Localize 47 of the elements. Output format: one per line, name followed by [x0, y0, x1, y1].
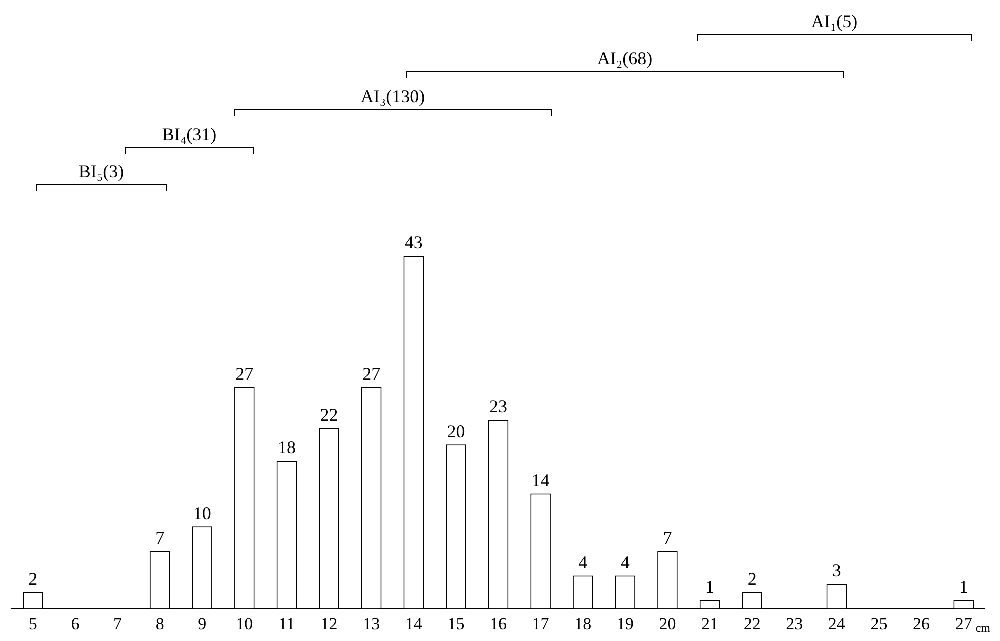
x-tick-label: 12: [320, 614, 338, 634]
x-tick-label: 11: [278, 614, 296, 634]
x-tick-label: 21: [702, 614, 719, 634]
x-tick-label: 24: [828, 614, 846, 634]
data-label: 4: [578, 552, 588, 573]
x-tick-label: 22: [744, 614, 761, 634]
x-tick-label: 6: [71, 614, 80, 634]
x-tick-label: 9: [198, 614, 207, 634]
data-label: 10: [193, 503, 212, 524]
data-label: 43: [404, 232, 423, 253]
x-tick-label: 20: [659, 614, 676, 634]
x-tick-label: 16: [490, 614, 507, 634]
x-tick-label: 18: [574, 614, 592, 634]
text: AI₂(68): [597, 48, 653, 69]
x-tick-label: 10: [236, 614, 254, 634]
data-label: 27: [362, 364, 381, 384]
data-label: 4: [620, 552, 630, 573]
x-tick-label: 8: [156, 614, 164, 634]
data-label: 22: [320, 404, 338, 425]
x-tick-label: 5: [28, 614, 38, 634]
x-tick-label: 19: [616, 614, 634, 634]
x-tick-label: 25: [870, 614, 888, 634]
text: AI₁(5): [811, 12, 858, 32]
data-label: 23: [490, 396, 508, 417]
x-tick-label: 26: [913, 614, 930, 634]
data-label: 18: [278, 438, 296, 458]
data-label: 27: [236, 364, 254, 384]
data-label: 20: [447, 421, 466, 442]
x-tick-label: 15: [448, 614, 465, 634]
x-tick-label: 14: [405, 614, 423, 634]
data-label: 7: [663, 528, 672, 548]
data-label: 1: [706, 577, 715, 598]
data-label: 14: [532, 470, 550, 491]
x-tick-label: 13: [363, 614, 380, 634]
x-tick-label: 23: [786, 614, 804, 634]
x-tick-label: 7: [114, 614, 123, 634]
x-tick-label: 27: [955, 614, 973, 634]
text: AI₃(130): [360, 86, 426, 107]
text: BI₅(3): [78, 162, 124, 182]
data-label: 1: [959, 577, 968, 598]
x-axis-title: cm: [976, 621, 992, 636]
data-label: 7: [156, 528, 165, 548]
data-label: 2: [748, 568, 757, 589]
x-tick-label: 17: [532, 614, 550, 634]
data-label: 2: [28, 568, 38, 589]
data-label: 3: [832, 560, 842, 581]
text: BI₄(31): [162, 124, 217, 145]
